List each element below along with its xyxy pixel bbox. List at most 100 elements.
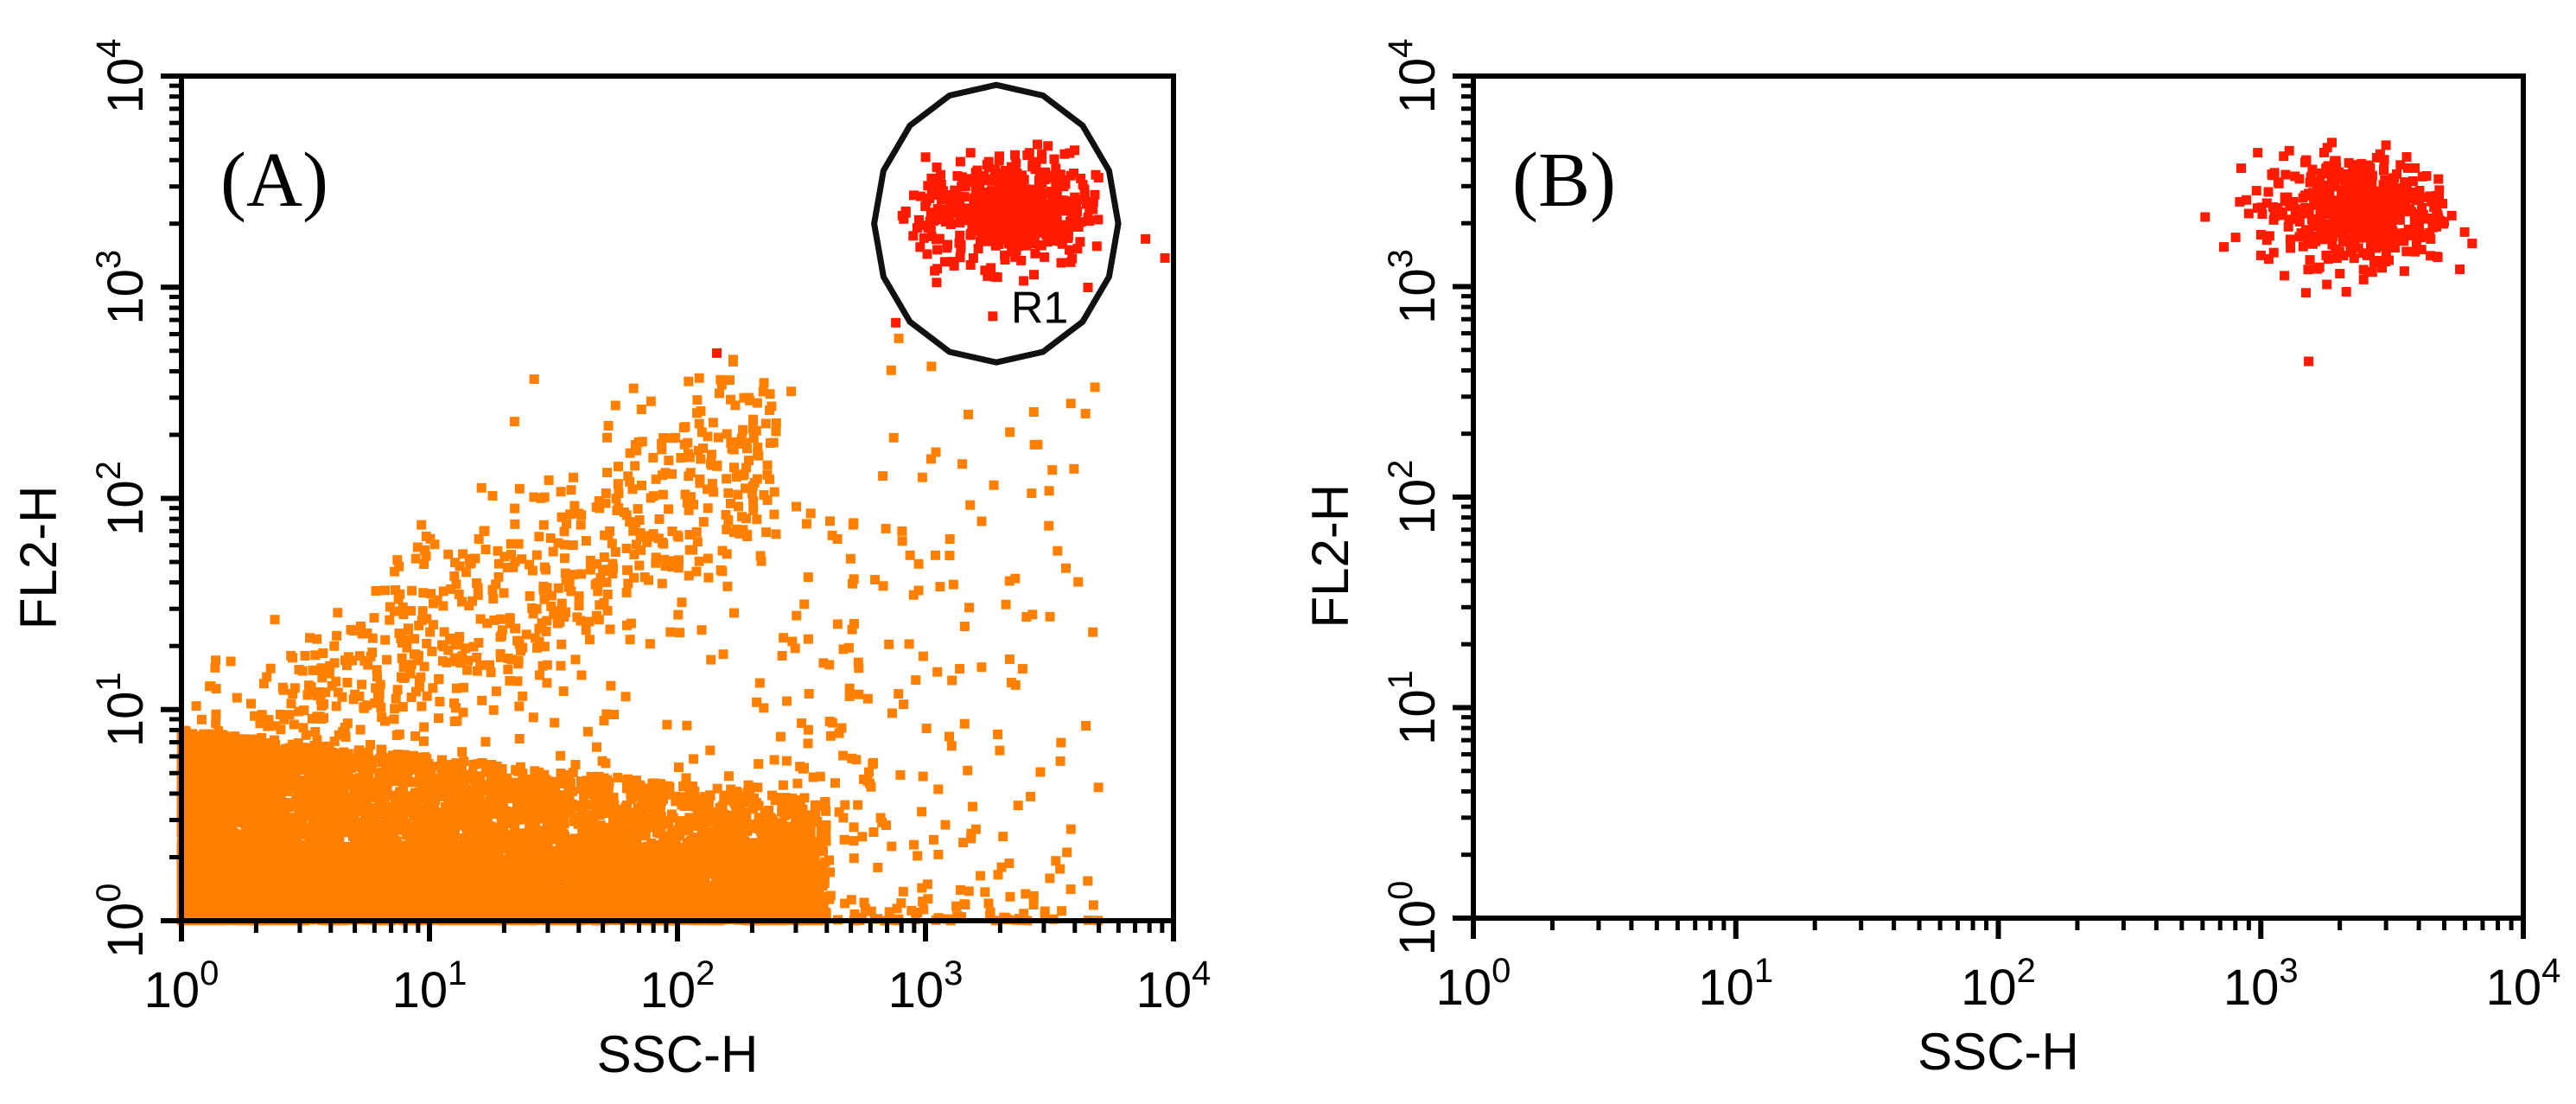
data-point — [488, 809, 499, 820]
data-point — [749, 793, 759, 803]
data-point — [798, 853, 809, 864]
data-point — [715, 832, 725, 842]
data-point — [633, 803, 643, 814]
data-point — [794, 795, 805, 806]
data-point — [258, 740, 269, 750]
data-point — [539, 769, 550, 780]
data-point — [364, 773, 374, 783]
data-point — [425, 792, 436, 802]
data-point — [492, 764, 502, 775]
data-point — [429, 762, 440, 772]
data-point — [736, 827, 747, 838]
data-point — [390, 794, 400, 804]
data-point — [392, 750, 403, 760]
data-point — [777, 820, 787, 830]
data-point — [588, 816, 599, 826]
data-point — [480, 821, 490, 832]
data-point — [578, 832, 588, 842]
data-point — [706, 826, 716, 837]
data-point — [436, 755, 447, 765]
data-point — [595, 786, 606, 796]
data-point — [345, 792, 355, 802]
data-point — [628, 826, 639, 837]
data-point — [409, 750, 418, 761]
data-point — [674, 819, 684, 829]
data-point — [640, 831, 651, 841]
data-point — [280, 782, 290, 793]
data-point — [444, 837, 455, 847]
data-point — [497, 821, 506, 832]
data-point — [601, 829, 611, 839]
data-point — [652, 813, 662, 823]
data-point — [729, 827, 740, 838]
data-point — [296, 801, 307, 811]
data-point — [627, 787, 637, 797]
data-point — [446, 808, 456, 819]
data-point — [684, 801, 695, 811]
data-point — [468, 801, 479, 812]
data-point — [423, 766, 433, 775]
data-point — [410, 788, 420, 798]
data-point — [696, 836, 707, 846]
data-point — [512, 766, 523, 776]
data-point — [583, 827, 594, 838]
data-point — [536, 826, 546, 836]
data-point — [705, 791, 716, 801]
data-point — [621, 783, 632, 794]
data-point — [797, 833, 807, 844]
data-point — [702, 835, 712, 846]
data-point — [487, 830, 497, 840]
data-point — [712, 783, 722, 794]
data-point — [398, 784, 409, 794]
data-point — [762, 826, 773, 836]
data-point — [821, 820, 831, 830]
data-point — [423, 801, 433, 811]
data-point — [265, 739, 276, 750]
data-point — [572, 861, 582, 871]
data-point — [594, 771, 604, 782]
data-point — [302, 780, 313, 790]
data-point — [222, 763, 232, 773]
data-point — [486, 769, 496, 780]
data-point — [608, 792, 619, 802]
data-point — [483, 836, 493, 846]
data-point — [236, 797, 246, 807]
data-point — [601, 782, 611, 792]
data-point — [579, 793, 589, 803]
data-point — [787, 793, 798, 803]
data-point — [286, 779, 296, 789]
data-point — [440, 802, 450, 812]
data-point — [759, 833, 769, 844]
data-point — [773, 829, 784, 839]
data-point — [358, 800, 368, 810]
data-point — [608, 809, 618, 820]
data-point — [799, 793, 810, 803]
data-point — [273, 836, 283, 846]
data-point — [505, 783, 515, 794]
data-point — [279, 777, 289, 788]
data-point — [598, 838, 608, 848]
data-point — [316, 817, 327, 826]
data-point — [388, 750, 398, 761]
data-point — [542, 820, 552, 831]
data-point — [270, 740, 281, 750]
data-point — [730, 810, 740, 820]
data-point — [507, 835, 518, 846]
data-point — [567, 786, 577, 796]
data-point — [530, 766, 540, 776]
data-point — [472, 807, 481, 818]
data-point — [817, 826, 827, 836]
data-point — [367, 763, 378, 774]
data-point — [684, 787, 695, 797]
data-point — [375, 754, 385, 763]
data-point — [455, 767, 464, 777]
data-point — [687, 782, 697, 792]
data-point — [410, 777, 420, 788]
data-point — [626, 794, 636, 805]
data-point — [477, 801, 487, 811]
data-point — [666, 809, 677, 820]
data-point — [280, 835, 289, 846]
data-point — [678, 782, 689, 792]
data-point — [577, 822, 588, 833]
